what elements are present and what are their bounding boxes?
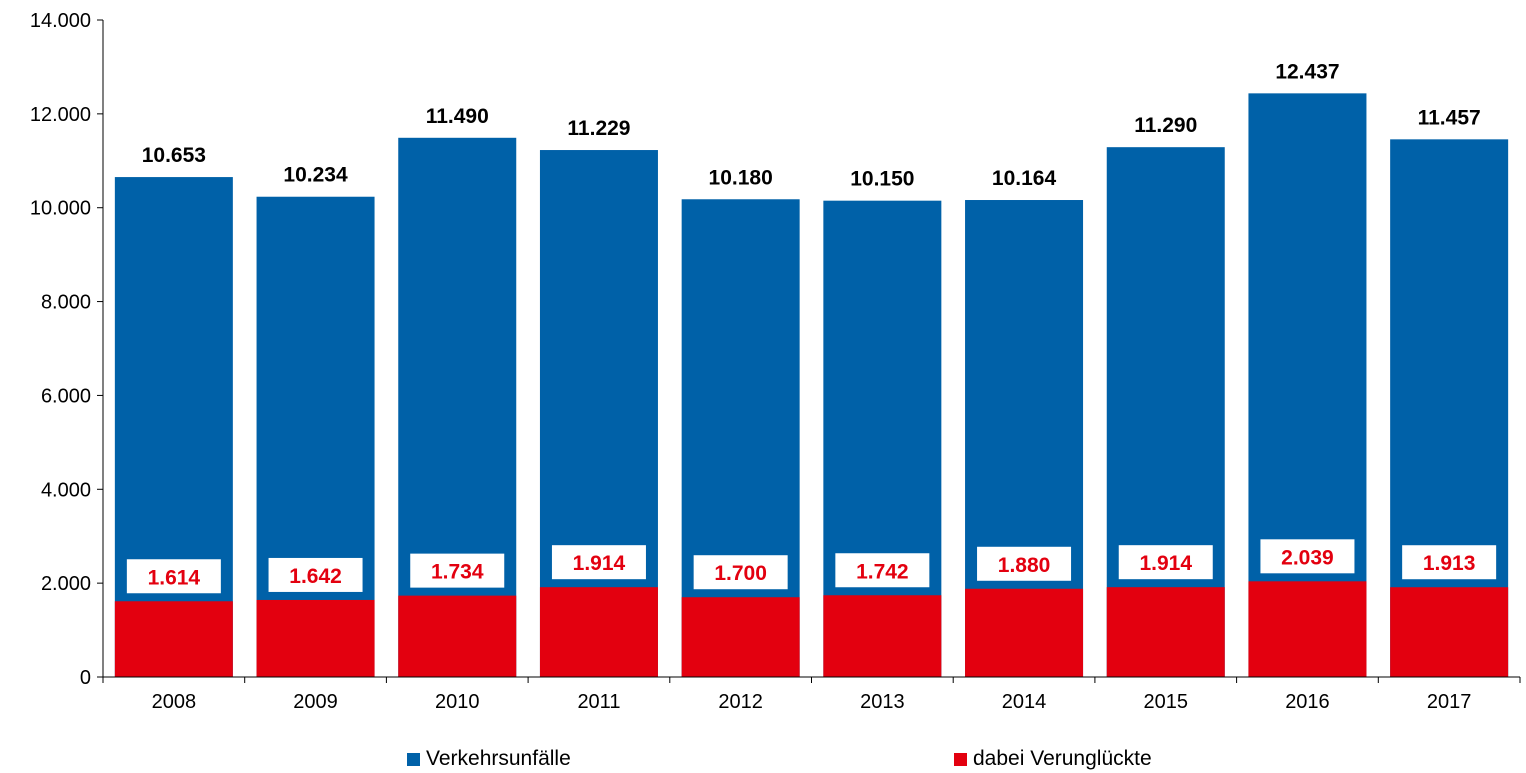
bar-verunglueckte	[398, 595, 517, 677]
x-tick-label: 2013	[860, 691, 905, 713]
x-tick-label: 2008	[152, 691, 197, 713]
data-label-verkehrsunfaelle: 10.234	[283, 164, 348, 187]
bar-verunglueckte	[539, 587, 658, 677]
bar-verunglueckte	[1248, 581, 1367, 677]
bar-verunglueckte	[1390, 587, 1509, 677]
y-tick-label: 2.000	[41, 573, 91, 595]
x-tick-label: 2010	[435, 691, 480, 713]
data-label-verunglueckte: 1.742	[856, 560, 909, 583]
data-label-verunglueckte: 1.914	[573, 552, 626, 575]
x-tick-label: 2012	[718, 691, 763, 713]
x-tick-label: 2014	[1002, 691, 1047, 713]
bar-verkehrsunfaelle	[114, 177, 233, 677]
data-label-verkehrsunfaelle: 10.150	[850, 168, 914, 191]
legend-label: Verkehrsunfälle	[426, 747, 571, 770]
data-label-box	[1118, 545, 1213, 580]
data-label-verunglueckte: 1.880	[998, 554, 1051, 577]
bar-verunglueckte	[1106, 587, 1225, 677]
bar-verunglueckte	[965, 588, 1084, 677]
x-tick-label: 2011	[577, 691, 620, 713]
data-label-verkehrsunfaelle: 12.437	[1275, 60, 1339, 83]
bar-verunglueckte	[823, 595, 942, 677]
bar-verunglueckte	[114, 601, 233, 677]
data-label-verkehrsunfaelle: 11.457	[1418, 106, 1481, 129]
data-label-box	[835, 553, 930, 588]
y-tick-label: 10.000	[30, 198, 91, 220]
y-axis: 0 2.000 4.000 6.000 8.000 10.000 12.000 14.000	[30, 10, 104, 689]
bar-verkehrsunfaelle	[1248, 93, 1367, 677]
y-tick-label: 8.000	[41, 292, 91, 314]
y-tick-label: 6.000	[41, 385, 91, 407]
data-label-box	[551, 545, 646, 580]
y-tick-label: 4.000	[41, 479, 91, 501]
data-label-verkehrsunfaelle: 11.290	[1134, 114, 1197, 137]
data-label-verkehrsunfaelle: 11.490	[426, 105, 489, 128]
bar-verkehrsunfaelle	[256, 196, 375, 677]
legend-item-verunglueckte: dabei Verunglückte	[954, 745, 1152, 773]
x-tick-label: 2017	[1427, 691, 1472, 713]
data-label-verkehrsunfaelle: 10.164	[992, 167, 1057, 190]
y-tick-label: 12.000	[30, 104, 91, 126]
legend-item-verkehrsunfaelle: Verkehrsunfälle	[407, 745, 571, 773]
data-label-verunglueckte: 1.914	[1139, 552, 1192, 575]
data-label-verkehrsunfaelle: 10.653	[142, 144, 206, 167]
legend-swatch-red	[954, 752, 967, 766]
bar-verunglueckte	[256, 599, 375, 677]
x-axis: 2008 2009 2010 2011 2012 2013 2014 2015 2016 2017	[102, 676, 1521, 713]
data-label-box	[693, 555, 788, 590]
data-labels: 10.653 1.614 10.234 1.642 11.490 1.734 11.229 1…	[126, 60, 1497, 594]
data-label-verkehrsunfaelle: 10.180	[709, 166, 773, 189]
x-tick-label: 2016	[1285, 691, 1330, 713]
legend-label: dabei Verunglückte	[973, 747, 1152, 770]
data-label-verunglueckte: 1.700	[714, 562, 767, 585]
bar-verunglueckte	[681, 597, 800, 677]
x-tick-label: 2009	[293, 691, 338, 713]
legend-swatch-blue	[407, 752, 420, 766]
data-label-verunglueckte: 2.039	[1281, 546, 1334, 569]
data-label-box	[268, 557, 363, 592]
data-label-verunglueckte: 1.913	[1423, 552, 1476, 575]
data-label-box	[126, 559, 221, 594]
y-tick-label: 0	[80, 667, 91, 689]
data-label-box	[977, 546, 1072, 581]
data-label-verkehrsunfaelle: 11.229	[567, 117, 630, 140]
data-label-verunglueckte: 1.642	[289, 565, 342, 588]
data-label-box	[1260, 539, 1355, 574]
data-label-verunglueckte: 1.614	[148, 566, 201, 589]
data-label-box	[1402, 545, 1497, 580]
data-label-verunglueckte: 1.734	[431, 561, 484, 584]
x-tick-label: 2015	[1144, 691, 1189, 713]
y-tick-label: 14.000	[30, 10, 91, 32]
data-label-box	[410, 553, 505, 588]
